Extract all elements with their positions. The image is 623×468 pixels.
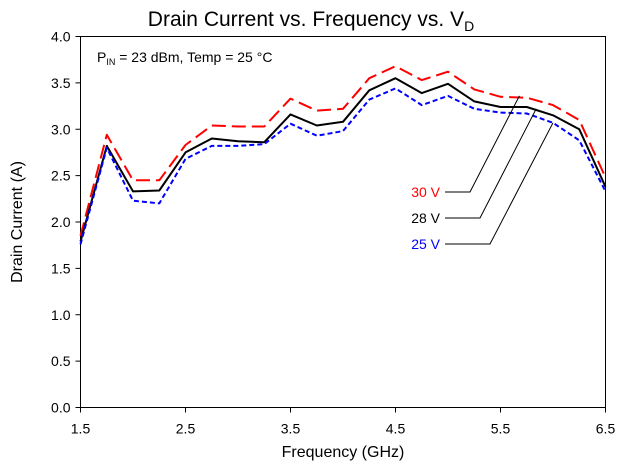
y-tick-label: 4.0 <box>51 29 71 45</box>
y-tick-label: 3.0 <box>51 121 71 137</box>
y-tick-label: 3.5 <box>51 75 71 91</box>
leader-line <box>445 108 537 219</box>
x-tick-label: 5.5 <box>491 421 511 437</box>
x-tick-label: 6.5 <box>596 421 616 437</box>
x-tick-label: 2.5 <box>176 421 196 437</box>
plot-area-frame <box>80 36 606 408</box>
series-line-28v <box>79 77 607 242</box>
x-tick-label: 3.5 <box>281 421 301 437</box>
y-axis: 0.0 0.5 1.0 1.5 2.0 2.5 3.0 3.5 4.0 <box>51 29 81 416</box>
x-tick-label: 4.5 <box>386 421 406 437</box>
chart-title: Drain Current vs. Frequency vs. VD <box>148 8 474 34</box>
series-label-25v: 25 V <box>411 236 440 252</box>
y-tick-label: 2.5 <box>51 168 71 184</box>
x-axis: 1.5 2.5 3.5 4.5 5.5 6.5 <box>71 407 616 437</box>
leader-line <box>445 95 520 193</box>
series-label-28v: 28 V <box>411 210 440 226</box>
x-axis-title: Frequency (GHz) <box>282 444 405 461</box>
y-tick-label: 0.0 <box>51 400 71 416</box>
series-labels: 30 V 28 V 25 V <box>411 95 554 252</box>
series-line-30v <box>79 65 607 237</box>
y-tick-label: 1.5 <box>51 260 71 276</box>
series-line-25v <box>79 87 607 245</box>
conditions-annotation: PIN = 23 dBm, Temp = 25 °C <box>97 49 272 67</box>
y-axis-title: Drain Current (A) <box>9 161 26 283</box>
series-label-30v: 30 V <box>411 184 440 200</box>
y-tick-label: 1.0 <box>51 307 71 323</box>
y-tick-label: 0.5 <box>51 353 71 369</box>
series-lines <box>79 65 607 245</box>
y-tick-label: 2.0 <box>51 214 71 230</box>
x-tick-label: 1.5 <box>71 421 91 437</box>
leader-line <box>445 122 554 245</box>
